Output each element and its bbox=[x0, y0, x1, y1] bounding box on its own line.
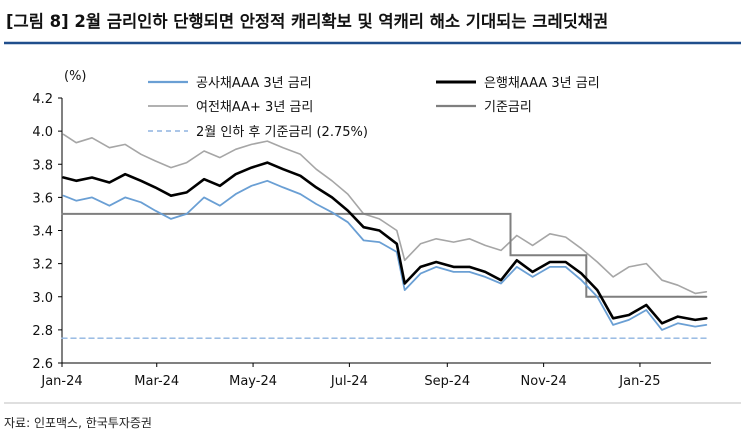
y-tick-label: 3.2 bbox=[32, 258, 53, 273]
x-tick-label: Jul-24 bbox=[330, 374, 368, 389]
series-line-3 bbox=[62, 133, 708, 295]
y-axis-unit-label: (%) bbox=[64, 69, 87, 84]
source-note: 자료: 인포맥스, 한국투자증권 bbox=[4, 416, 152, 430]
y-tick-label: 3.0 bbox=[32, 291, 53, 306]
x-tick-label: Mar-24 bbox=[134, 374, 179, 389]
y-tick-label: 4.2 bbox=[32, 92, 53, 107]
x-tick-label: Sep-24 bbox=[424, 374, 470, 389]
y-tick-label: 4.0 bbox=[32, 125, 53, 140]
x-tick-label: Jan-24 bbox=[40, 374, 82, 389]
figure-title: [그림 8] 2월 금리인하 단행되면 안정적 캐리확보 및 역캐리 해소 기대… bbox=[6, 11, 608, 31]
legend-label: 2월 인하 후 기준금리 (2.75%) bbox=[196, 125, 368, 140]
axes-layer: 2.6 2.8 3.0 3.2 3.4 3.6 3.8 4.0 4.2 Jan-24 Mar-24 M… bbox=[32, 92, 711, 389]
x-tick-label: May-24 bbox=[229, 374, 277, 389]
legend-label: 은행채AAA 3년 금리 bbox=[484, 75, 600, 91]
y-tick-label: 3.6 bbox=[32, 191, 53, 206]
legend-label: 여전채AA+ 3년 금리 bbox=[196, 100, 313, 115]
y-tick-label: 3.8 bbox=[32, 158, 53, 173]
series-line-1 bbox=[62, 179, 708, 331]
y-tick-label: 3.4 bbox=[32, 225, 53, 240]
y-tick-label: 2.8 bbox=[32, 324, 53, 339]
series-line-2 bbox=[62, 161, 708, 325]
y-tick-label: 2.6 bbox=[32, 357, 53, 372]
x-tick-label: Jan-25 bbox=[618, 374, 660, 389]
series-layer bbox=[61, 133, 708, 339]
legend-label: 공사채AAA 3년 금리 bbox=[196, 76, 312, 91]
x-tick-label: Nov-24 bbox=[520, 374, 566, 389]
legend-label: 기준금리 bbox=[484, 100, 532, 115]
series-line-4 bbox=[61, 212, 708, 298]
